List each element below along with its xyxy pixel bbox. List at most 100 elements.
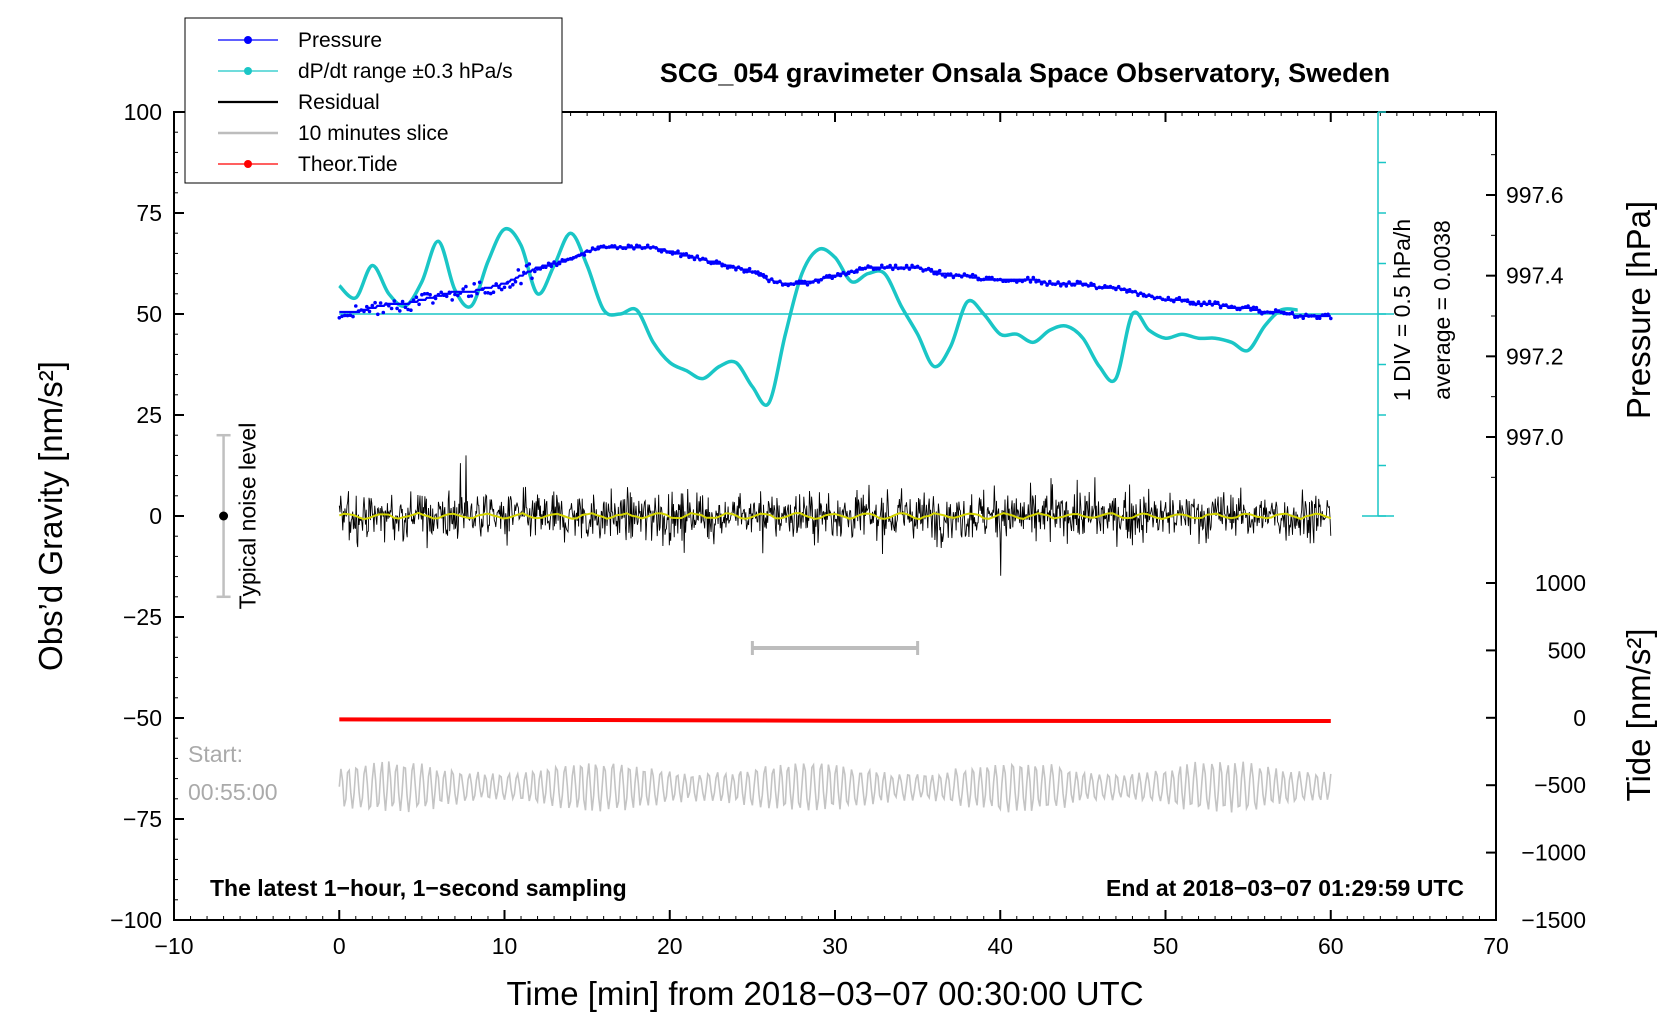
pressure-point: [466, 294, 471, 299]
pressure-point: [1221, 303, 1226, 307]
pressure-point: [1012, 278, 1016, 283]
pressure-point: [924, 268, 928, 272]
pressure-point: [651, 245, 655, 249]
pressure-point: [1122, 287, 1126, 292]
pressure-point: [1028, 280, 1033, 284]
y-tick-label: 100: [124, 99, 162, 125]
pressure-point: [656, 248, 661, 253]
pressure-point: [1224, 303, 1228, 307]
pressure-point: [800, 279, 804, 284]
pressure-point: [775, 280, 779, 285]
pressure-point: [1078, 280, 1082, 284]
pressure-point: [1254, 305, 1259, 310]
pressure-point: [786, 283, 790, 288]
pressure-point: [1218, 305, 1223, 310]
pressure-point: [1045, 283, 1049, 287]
slice-layer: [750, 641, 920, 655]
pressure-point: [483, 291, 488, 295]
pressure-point: [1125, 290, 1129, 294]
pressure-point: [571, 255, 576, 260]
pressure-point: [370, 303, 375, 308]
pressure-point: [819, 277, 823, 282]
pressure-point: [662, 248, 666, 252]
pressure-point: [943, 274, 947, 279]
pressure-point: [511, 282, 515, 287]
noise-bar-center-dot: [219, 511, 229, 521]
pressure-point: [720, 263, 724, 268]
legend-label: dP/dt range ±0.3 hPa/s: [298, 60, 513, 83]
pressure-point: [590, 246, 595, 250]
pressure-point: [516, 268, 521, 272]
pressure-point: [442, 293, 446, 298]
legend-item: Theor.Tide: [218, 153, 398, 176]
pressure-point: [599, 244, 603, 249]
pressure-point: [472, 282, 477, 286]
theor-tide-layer: [339, 717, 1331, 723]
pressure-point: [546, 261, 551, 266]
pressure-point: [604, 245, 609, 250]
pressure-point: [527, 262, 532, 266]
pressure-point: [904, 263, 909, 268]
pressure-point: [1183, 298, 1187, 303]
pressure-point: [957, 273, 961, 278]
pressure-point: [1042, 280, 1047, 284]
pressure-point: [1166, 295, 1171, 300]
pressure-point: [712, 261, 716, 265]
pressure-point: [965, 273, 969, 278]
pressure-point: [750, 270, 755, 274]
pressure-point: [959, 274, 964, 279]
pressure-point: [1119, 287, 1124, 292]
pressure-point: [984, 275, 989, 280]
x-tick-label: 50: [1153, 933, 1179, 959]
pressure-point: [698, 257, 702, 262]
pressure-point: [1301, 316, 1305, 321]
pressure-point: [444, 294, 449, 299]
pressure-point: [354, 304, 358, 308]
pressure-point: [411, 298, 416, 302]
pressure-point: [632, 246, 636, 251]
pressure-point: [723, 263, 727, 268]
legend: Pressure dP/dt range ±0.3 hPa/s Residual 10…: [184, 17, 563, 184]
pressure-point: [902, 266, 906, 271]
pressure-point: [469, 294, 474, 298]
pressure-point: [579, 252, 584, 256]
pressure-point: [538, 267, 543, 271]
y-axis-label-gravity: Obs’d Gravity [nm/s²]: [32, 361, 69, 671]
pressure-point: [1229, 304, 1234, 309]
pressure-point: [836, 272, 840, 276]
pressure-point: [717, 260, 722, 265]
tide-tick-label: 500: [1548, 637, 1586, 663]
y-axis-label-tide: Tide [nm/s²]: [1620, 629, 1657, 802]
pressure-point: [1116, 284, 1121, 289]
pressure-point: [555, 263, 559, 268]
raw-gravity-trace: [338, 761, 1332, 813]
pressure-point: [376, 312, 380, 317]
pressure-point: [645, 243, 650, 248]
x-tick-label: 40: [987, 933, 1013, 959]
residual-trace: [338, 455, 1332, 576]
pressure-point: [640, 246, 644, 251]
pressure-point: [1315, 316, 1319, 321]
pressure-point: [695, 254, 700, 258]
pressure-point: [618, 245, 622, 249]
pressure-point: [1037, 278, 1041, 283]
pressure-point: [882, 266, 887, 270]
pressure-point: [1133, 289, 1137, 294]
pressure-point: [805, 283, 810, 287]
chart-title: SCG_054 gravimeter Onsala Space Observat…: [660, 58, 1390, 88]
pressure-point: [703, 257, 708, 262]
pressure-point: [566, 257, 570, 262]
pressure-point: [389, 306, 394, 311]
y-tick-label: 50: [136, 301, 162, 327]
pressure-point: [1155, 295, 1159, 300]
pressure-point: [1075, 279, 1080, 284]
pressure-point: [428, 292, 432, 297]
pressure-point: [1180, 299, 1184, 303]
pressure-point: [731, 264, 735, 269]
pressure-point: [1260, 311, 1264, 316]
pressure-point: [1108, 284, 1113, 289]
pressure-point: [888, 263, 892, 268]
pressure-point: [687, 255, 691, 260]
pressure-point: [871, 267, 876, 272]
pressure-point: [345, 313, 350, 318]
